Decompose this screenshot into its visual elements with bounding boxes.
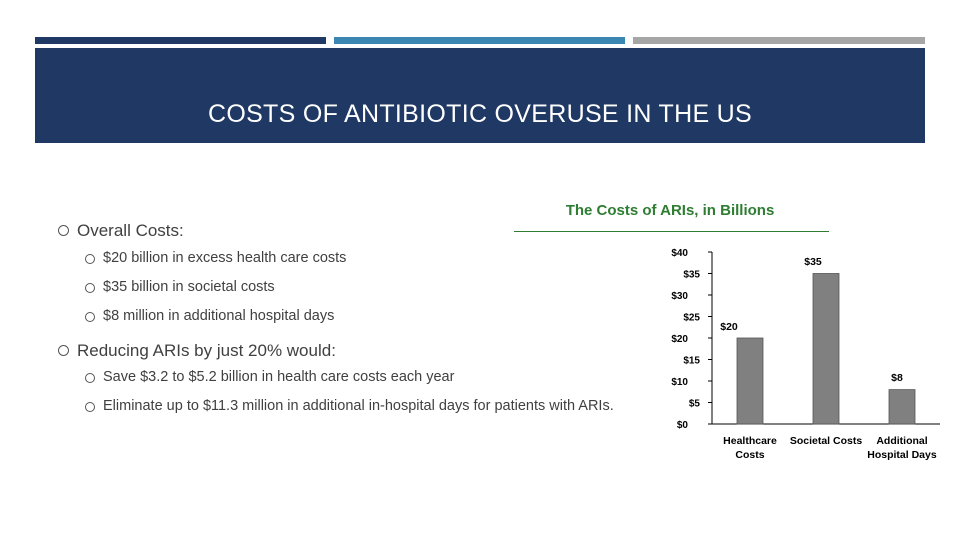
bullet-reducing-aris: Reducing ARIs by just 20% would: [58,341,336,361]
y-tick-label: $35 [683,270,700,281]
title-band [35,48,925,143]
bullet-circle-icon [85,312,95,322]
bullet-societal-costs: $35 billion in societal costs [85,279,275,295]
bar-value-label: $8 [891,372,903,384]
bullet-text: $35 billion in societal costs [103,279,275,295]
bullet-healthcare-costs: $20 billion in excess health care costs [85,250,347,266]
bullet-save-costs: Save $3.2 to $5.2 billion in health care… [85,369,455,385]
chart-title: The Costs of ARIs, in Billions [565,202,775,219]
bullet-text: $20 billion in excess health care costs [103,250,347,266]
bullet-circle-icon [58,225,69,236]
accent-stripe-navy [35,37,326,44]
bullet-eliminate-days: Eliminate up to $11.3 million in additio… [85,398,614,414]
bar [736,337,764,425]
bullet-text: Eliminate up to $11.3 million in additio… [103,398,614,414]
bar-value-label: $35 [804,256,822,268]
accent-stripe-gray [633,37,925,44]
bullet-text: Save $3.2 to $5.2 billion in health care… [103,369,455,385]
category-label: Healthcare [723,435,777,447]
category-label: Costs [735,449,764,461]
y-tick-label: $25 [683,313,700,324]
bullet-overall-costs: Overall Costs: [58,221,184,241]
accent-stripe-blue [334,37,625,44]
y-tick-label: $40 [671,248,688,259]
category-label: Societal Costs [790,435,863,447]
bullet-circle-icon [85,373,95,383]
y-tick-label: $20 [671,334,688,345]
y-tick-label: $5 [689,399,701,410]
bullet-text: Overall Costs: [77,221,184,240]
category-label: Additional [876,435,927,447]
bullet-circle-icon [85,254,95,264]
bullet-circle-icon [85,402,95,412]
bar [812,273,840,425]
bullet-text: Reducing ARIs by just 20% would: [77,341,336,360]
bullet-hospital-days: $8 million in additional hospital days [85,308,335,324]
bar [888,389,916,425]
category-label: Hospital Days [867,449,937,461]
bar-value-label: $20 [720,321,738,333]
bullet-text: $8 million in additional hospital days [103,308,335,324]
y-tick-label: $0 [677,420,689,431]
y-tick-label: $30 [671,291,688,302]
y-tick-label: $15 [683,356,700,367]
y-tick-label: $10 [671,377,688,388]
slide-title: COSTS OF ANTIBIOTIC OVERUSE IN THE US [207,100,753,128]
bullet-circle-icon [85,283,95,293]
bullet-circle-icon [58,345,69,356]
chart-title-underline [514,231,829,232]
